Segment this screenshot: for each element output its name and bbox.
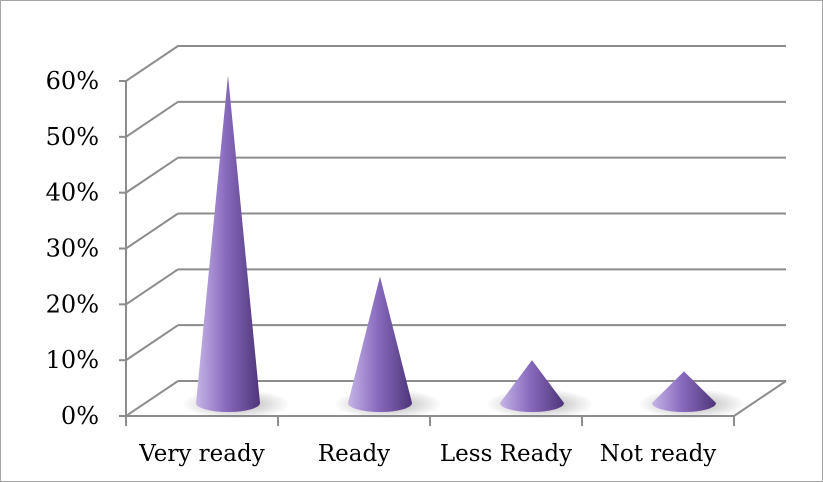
y-tick-label: 20% [46, 290, 99, 318]
cone-body [196, 75, 260, 413]
x-axis-ticks [125, 416, 735, 426]
side-gridline [125, 101, 179, 138]
side-gridline [125, 268, 179, 306]
cone-body [652, 371, 716, 412]
side-gridline [125, 45, 179, 82]
side-gridline [125, 380, 179, 417]
x-tick-label: Less Ready [440, 441, 572, 467]
side-gridline [125, 156, 179, 194]
cones [182, 75, 746, 419]
floor-right-edge [733, 380, 787, 417]
y-tick-label: 40% [46, 179, 99, 207]
x-tick-label: Ready [318, 441, 390, 467]
y-tick-label: 50% [46, 123, 99, 151]
x-axis-category-labels: Very ready Ready Less Ready Not ready [138, 441, 716, 467]
side-gridline [125, 212, 179, 250]
cone-body [348, 276, 412, 412]
x-tick-label: Not ready [600, 441, 717, 467]
side-gridline [125, 324, 179, 361]
y-tick-label: 10% [46, 346, 99, 374]
y-axis-tick-labels: 0% 10% 20% 30% 40% 50% 60% [46, 67, 99, 430]
y-tick-label: 30% [46, 235, 99, 263]
x-tick-label: Very ready [138, 441, 264, 467]
cone [182, 75, 290, 419]
gridlines [125, 45, 786, 417]
cone [638, 371, 746, 419]
cone [486, 360, 594, 419]
cone [334, 276, 442, 419]
cone-body [500, 360, 564, 412]
y-tick-label: 0% [61, 402, 99, 430]
y-tick-label: 60% [46, 67, 99, 95]
